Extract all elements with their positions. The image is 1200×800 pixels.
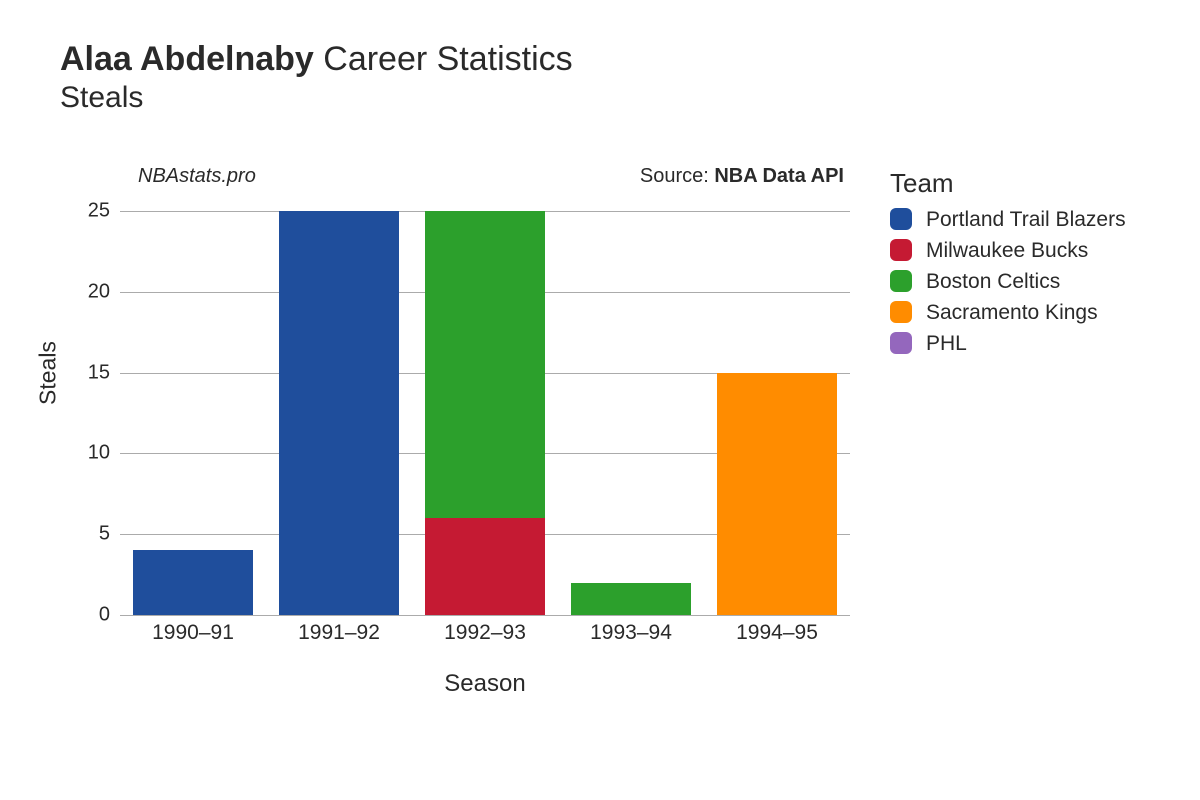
source-attribution: Source: NBA Data API <box>640 165 844 188</box>
legend-swatch <box>890 239 912 261</box>
bar-segment <box>425 518 545 615</box>
bar-segment <box>279 211 399 615</box>
watermark-text: NBAstats.pro <box>138 165 256 188</box>
x-axis-label: Season <box>120 670 850 698</box>
legend-item: Milwaukee Bucks <box>890 239 1126 261</box>
legend-swatch <box>890 332 912 354</box>
legend-label: PHL <box>926 333 967 354</box>
title-bold: Alaa Abdelnaby <box>60 40 314 78</box>
legend-item: Sacramento Kings <box>890 301 1126 323</box>
chart-title: Alaa Abdelnaby Career Statistics <box>60 40 573 79</box>
plot-area: NBAstats.pro Source: NBA Data API Season… <box>120 195 850 615</box>
gridline <box>120 615 850 616</box>
legend-label: Sacramento Kings <box>926 302 1098 323</box>
chart-container: Alaa Abdelnaby Career Statistics Steals … <box>0 0 1200 800</box>
legend: Team Portland Trail Blazers Milwaukee Buc… <box>890 168 1126 363</box>
chart-subtitle: Steals <box>60 81 573 115</box>
y-tick-label: 10 <box>88 442 110 465</box>
y-tick-label: 0 <box>99 604 110 627</box>
legend-item: Portland Trail Blazers <box>890 208 1126 230</box>
x-tick-label: 1992–93 <box>444 621 526 645</box>
x-tick-label: 1991–92 <box>298 621 380 645</box>
chart-title-block: Alaa Abdelnaby Career Statistics Steals <box>60 40 573 115</box>
source-name: NBA Data API <box>714 165 844 187</box>
legend-item: PHL <box>890 332 1126 354</box>
y-tick-label: 15 <box>88 361 110 384</box>
y-axis-label: Steals <box>35 341 62 405</box>
legend-label: Boston Celtics <box>926 271 1060 292</box>
source-prefix: Source: <box>640 165 714 187</box>
legend-label: Portland Trail Blazers <box>926 209 1126 230</box>
bar-segment <box>717 373 837 615</box>
y-tick-label: 25 <box>88 200 110 223</box>
x-tick-label: 1993–94 <box>590 621 672 645</box>
legend-swatch <box>890 270 912 292</box>
title-rest: Career Statistics <box>314 40 573 78</box>
y-tick-label: 5 <box>99 523 110 546</box>
bar-segment <box>425 211 545 518</box>
bar-segment <box>571 583 691 615</box>
y-tick-label: 20 <box>88 280 110 303</box>
legend-swatch <box>890 208 912 230</box>
x-tick-label: 1994–95 <box>736 621 818 645</box>
x-tick-label: 1990–91 <box>152 621 234 645</box>
legend-item: Boston Celtics <box>890 270 1126 292</box>
bar-segment <box>133 550 253 615</box>
legend-swatch <box>890 301 912 323</box>
legend-label: Milwaukee Bucks <box>926 240 1088 261</box>
legend-title: Team <box>890 168 1126 199</box>
